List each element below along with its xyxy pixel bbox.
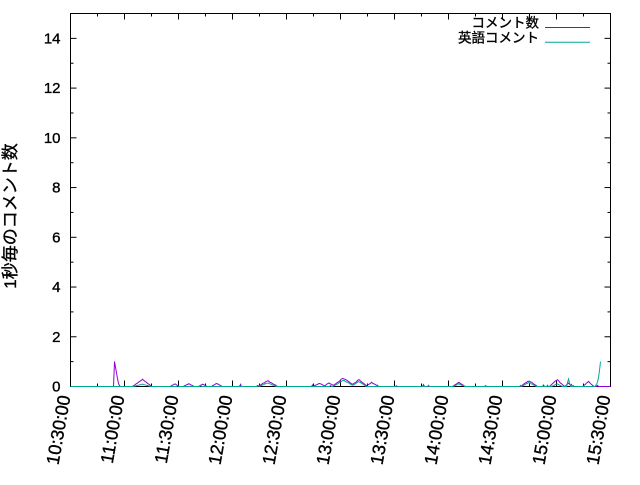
svg-text:2: 2 — [52, 329, 60, 346]
svg-text:コメント数: コメント数 — [472, 16, 540, 31]
svg-text:14: 14 — [44, 30, 61, 47]
svg-text:12: 12 — [44, 80, 61, 97]
svg-text:6: 6 — [52, 229, 60, 246]
svg-text:4: 4 — [52, 279, 60, 296]
svg-text:英語コメント: 英語コメント — [458, 29, 539, 45]
svg-text:0: 0 — [52, 379, 60, 396]
svg-text:8: 8 — [52, 180, 60, 197]
svg-text:10: 10 — [44, 130, 61, 147]
svg-text:1秒毎のコメント数: 1秒毎のコメント数 — [1, 143, 20, 288]
